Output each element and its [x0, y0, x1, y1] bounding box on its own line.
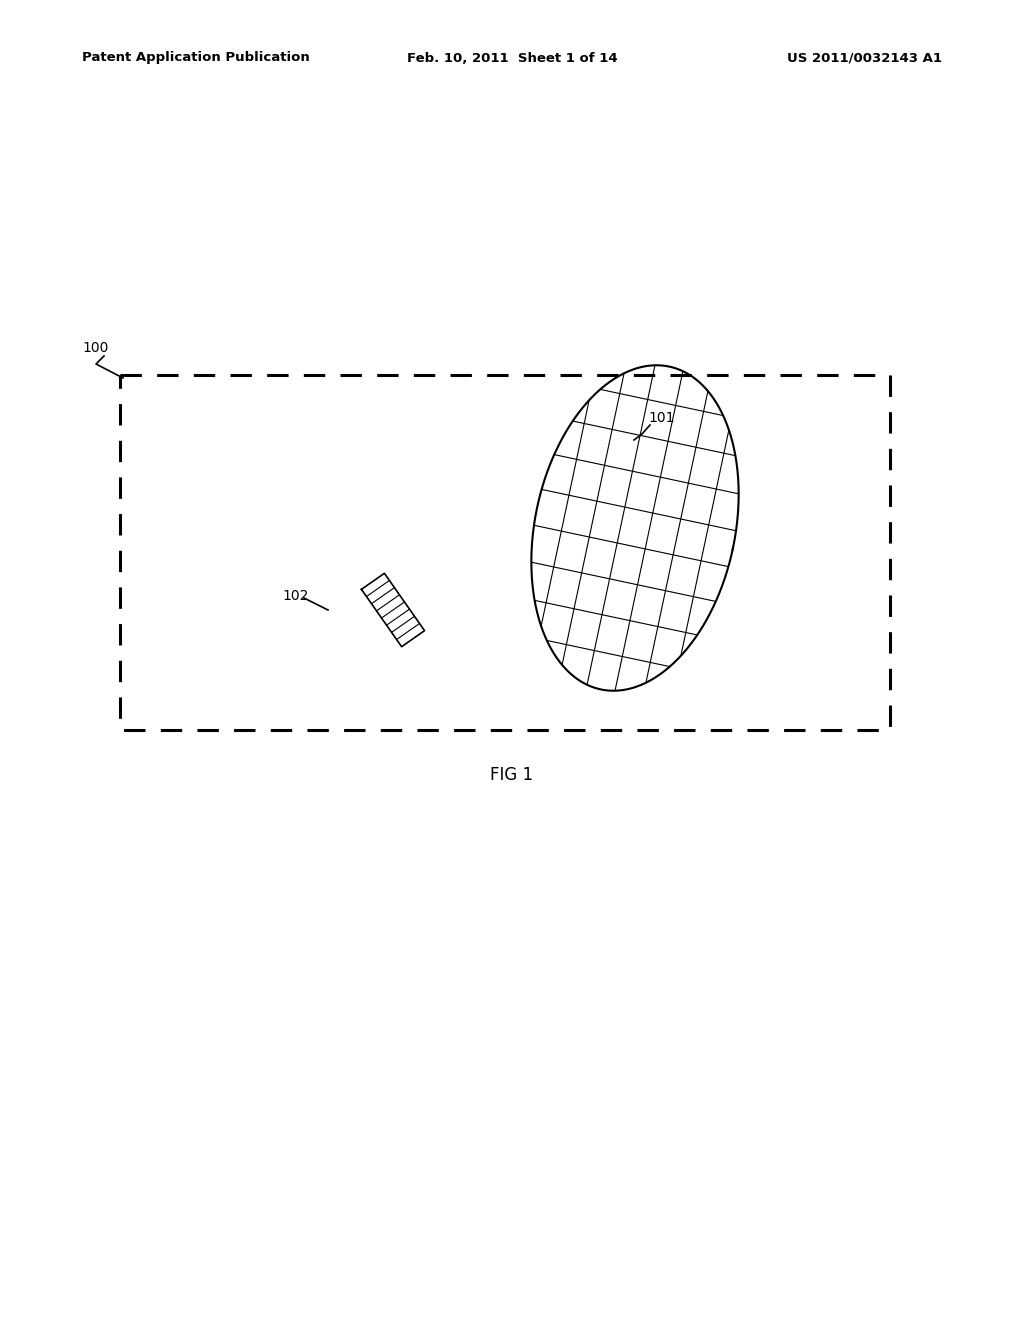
- Text: 101: 101: [648, 411, 675, 425]
- Text: 100: 100: [82, 341, 109, 355]
- Text: Feb. 10, 2011  Sheet 1 of 14: Feb. 10, 2011 Sheet 1 of 14: [407, 51, 617, 65]
- Text: US 2011/0032143 A1: US 2011/0032143 A1: [787, 51, 942, 65]
- Text: 102: 102: [282, 589, 308, 603]
- Bar: [120, 375, 890, 730]
- Text: Patent Application Publication: Patent Application Publication: [82, 51, 309, 65]
- Text: FIG 1: FIG 1: [490, 766, 534, 784]
